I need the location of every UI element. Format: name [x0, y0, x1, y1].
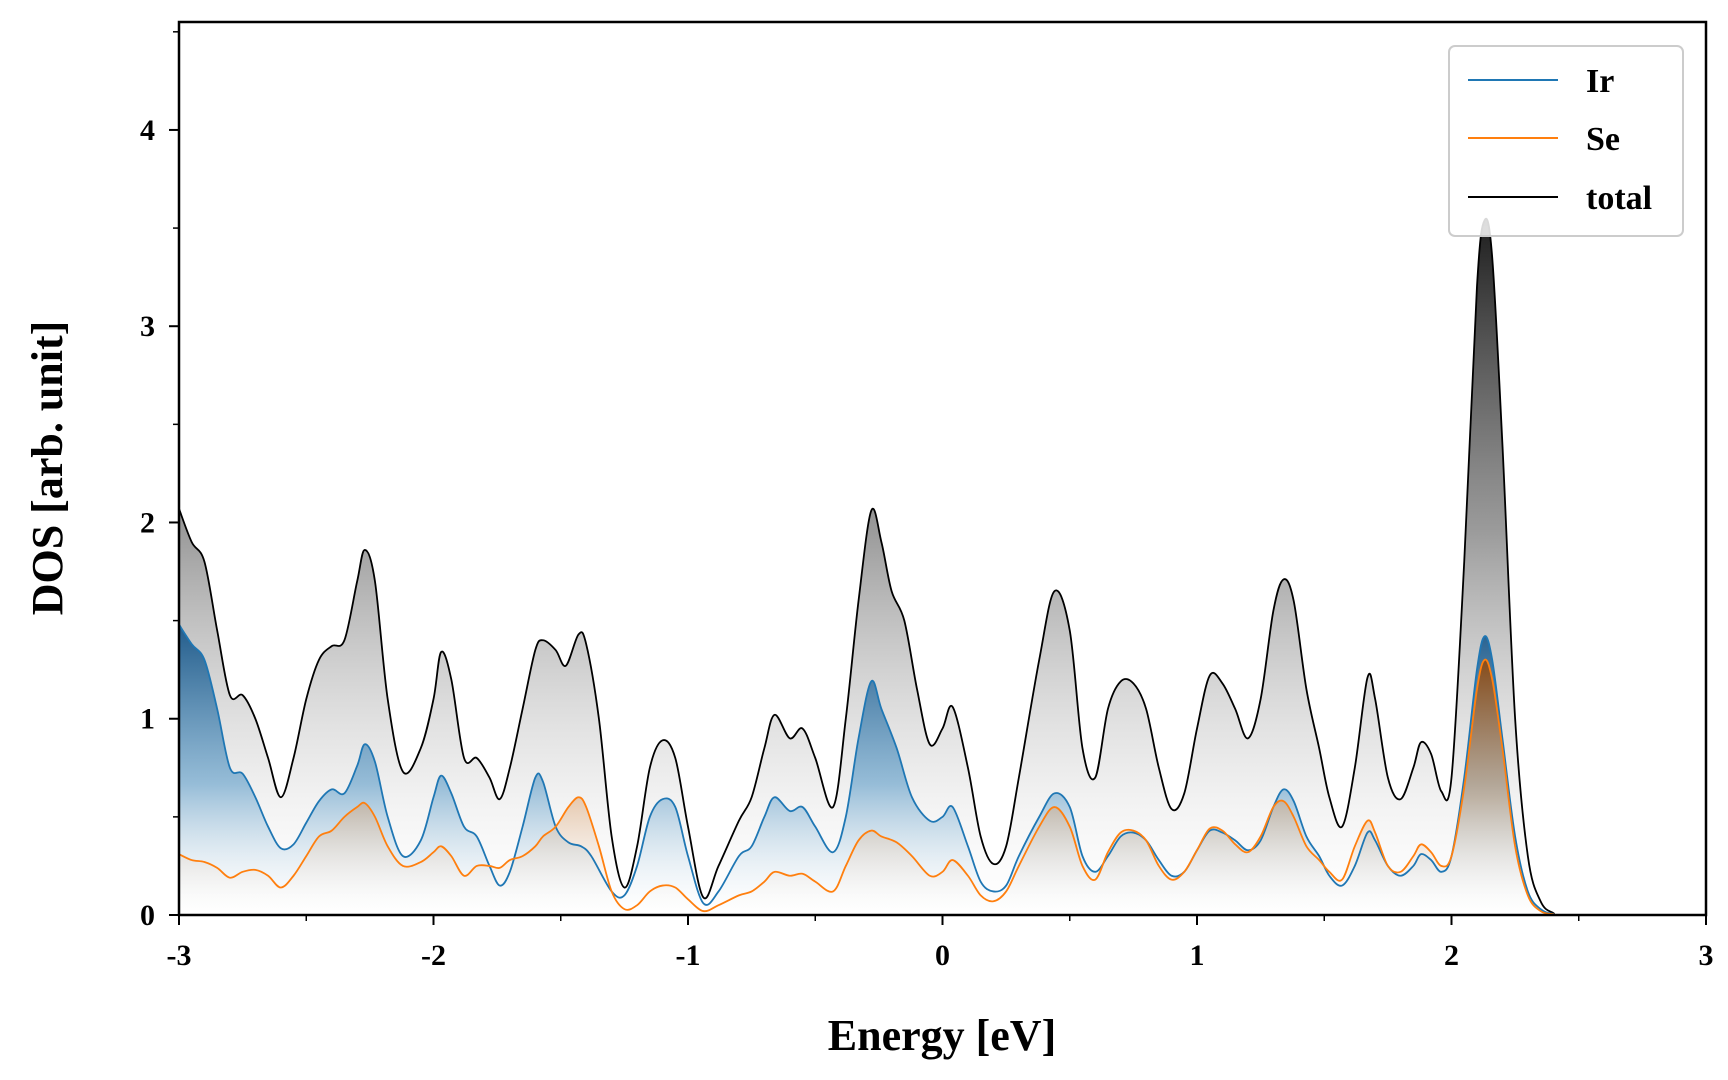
x-tick-label: 1 — [1190, 939, 1205, 972]
legend-label-ir: Ir — [1586, 63, 1614, 100]
y-tick-label: 0 — [140, 899, 155, 932]
area-fills — [179, 218, 1706, 915]
series-line-total — [179, 217, 1706, 915]
y-axis-ticks: 0 1 2 3 4 — [140, 31, 179, 932]
y-axis-label: DOS [arb. unit] — [23, 321, 72, 616]
legend-label-se: Se — [1586, 121, 1620, 158]
series-lines — [179, 217, 1706, 915]
y-tick-label: 3 — [140, 310, 155, 343]
x-axis-label: Energy [eV] — [828, 1011, 1057, 1060]
series-line-ir — [179, 624, 1706, 915]
legend-box — [1448, 45, 1684, 237]
area-fill-total — [179, 218, 1706, 915]
series-line-se — [179, 658, 1706, 915]
x-tick-label: 3 — [1699, 939, 1714, 972]
x-tick-label: -3 — [167, 939, 192, 972]
x-tick-label: -1 — [676, 939, 701, 972]
x-tick-label: 2 — [1444, 939, 1459, 972]
y-tick-label: 4 — [140, 114, 155, 147]
y-tick-label: 2 — [140, 506, 155, 539]
x-tick-label: 0 — [935, 939, 950, 972]
area-fill-se — [179, 659, 1706, 915]
y-tick-label: 1 — [140, 703, 155, 736]
x-axis-ticks: -3 -2 -1 0 1 2 3 — [167, 915, 1714, 972]
x-tick-label: -2 — [421, 939, 446, 972]
legend-label-total: total — [1586, 180, 1652, 217]
legend: Ir Se total — [1448, 45, 1684, 237]
